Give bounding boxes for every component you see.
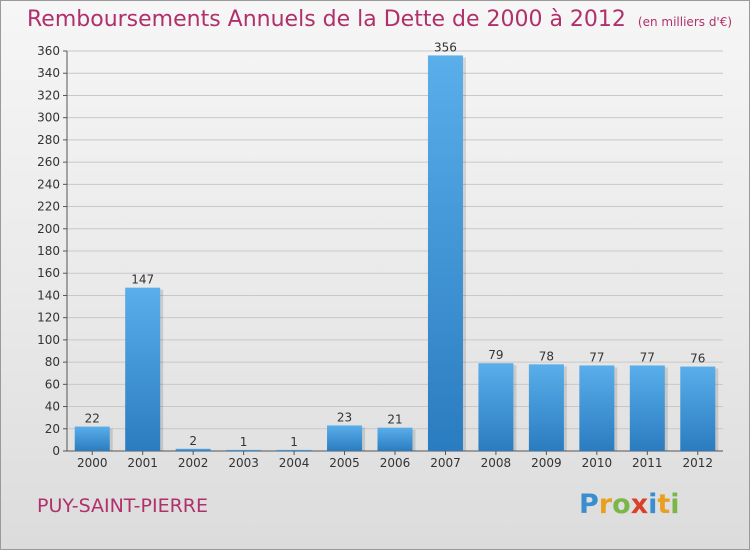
bar (277, 450, 312, 451)
bar (75, 427, 110, 451)
y-tick-label: 300 (37, 111, 60, 125)
y-tick-label: 160 (37, 266, 60, 280)
logo-letter: r (599, 489, 612, 520)
bar (478, 363, 513, 451)
y-tick-label: 340 (37, 66, 60, 80)
x-tick-label: 2002 (178, 456, 209, 470)
bar (125, 288, 160, 451)
x-tick-label: 2010 (582, 456, 613, 470)
y-tick-label: 120 (37, 311, 60, 325)
data-label: 77 (589, 350, 604, 364)
logo-letter: x (631, 489, 648, 520)
y-tick-label: 20 (45, 422, 60, 436)
y-tick-label: 100 (37, 333, 60, 347)
data-label: 78 (539, 349, 554, 363)
logo-letter: P (579, 489, 599, 520)
commune-name: PUY-SAINT-PIERRE (37, 495, 208, 517)
logo-letter: t (657, 489, 670, 520)
y-tick-label: 80 (45, 355, 60, 369)
x-tick-label: 2005 (329, 456, 360, 470)
x-tick-label: 2008 (481, 456, 512, 470)
data-label: 76 (690, 352, 705, 366)
bar (579, 365, 614, 451)
data-label: 356 (434, 40, 457, 54)
y-tick-label: 40 (45, 400, 60, 414)
data-label: 21 (387, 413, 402, 427)
x-tick-label: 2009 (531, 456, 562, 470)
y-tick-label: 360 (37, 44, 60, 58)
data-label: 2 (189, 434, 197, 448)
y-tick-label: 320 (37, 88, 60, 102)
y-tick-label: 260 (37, 155, 60, 169)
y-tick-label: 240 (37, 177, 60, 191)
bar (226, 450, 261, 451)
x-tick-label: 2011 (632, 456, 663, 470)
bar (378, 428, 413, 451)
data-label: 77 (640, 350, 655, 364)
bar (327, 425, 362, 451)
x-tick-label: 2012 (682, 456, 713, 470)
data-label: 79 (488, 348, 503, 362)
y-tick-label: 0 (52, 444, 60, 458)
x-tick-label: 2001 (127, 456, 158, 470)
bar (529, 364, 564, 451)
logo-letter: i (648, 489, 657, 520)
y-tick-label: 60 (45, 377, 60, 391)
logo-letter: o (612, 489, 631, 520)
y-tick-label: 200 (37, 222, 60, 236)
x-tick-label: 2003 (228, 456, 259, 470)
x-tick-label: 2004 (279, 456, 310, 470)
data-label: 23 (337, 410, 352, 424)
bar (176, 449, 211, 451)
bar (680, 367, 715, 451)
proxiti-logo: Proxiti (579, 489, 680, 520)
y-tick-label: 140 (37, 288, 60, 302)
data-label: 147 (131, 273, 154, 287)
x-tick-label: 2007 (430, 456, 461, 470)
data-label: 1 (240, 435, 248, 449)
x-tick-label: 2006 (380, 456, 411, 470)
bar (630, 365, 665, 451)
bar (428, 55, 463, 451)
y-tick-label: 180 (37, 244, 60, 258)
y-tick-label: 220 (37, 200, 60, 214)
data-label: 1 (290, 435, 298, 449)
x-tick-label: 2000 (77, 456, 108, 470)
logo-letter: i (670, 489, 679, 520)
data-label: 22 (85, 412, 100, 426)
y-tick-label: 280 (37, 133, 60, 147)
